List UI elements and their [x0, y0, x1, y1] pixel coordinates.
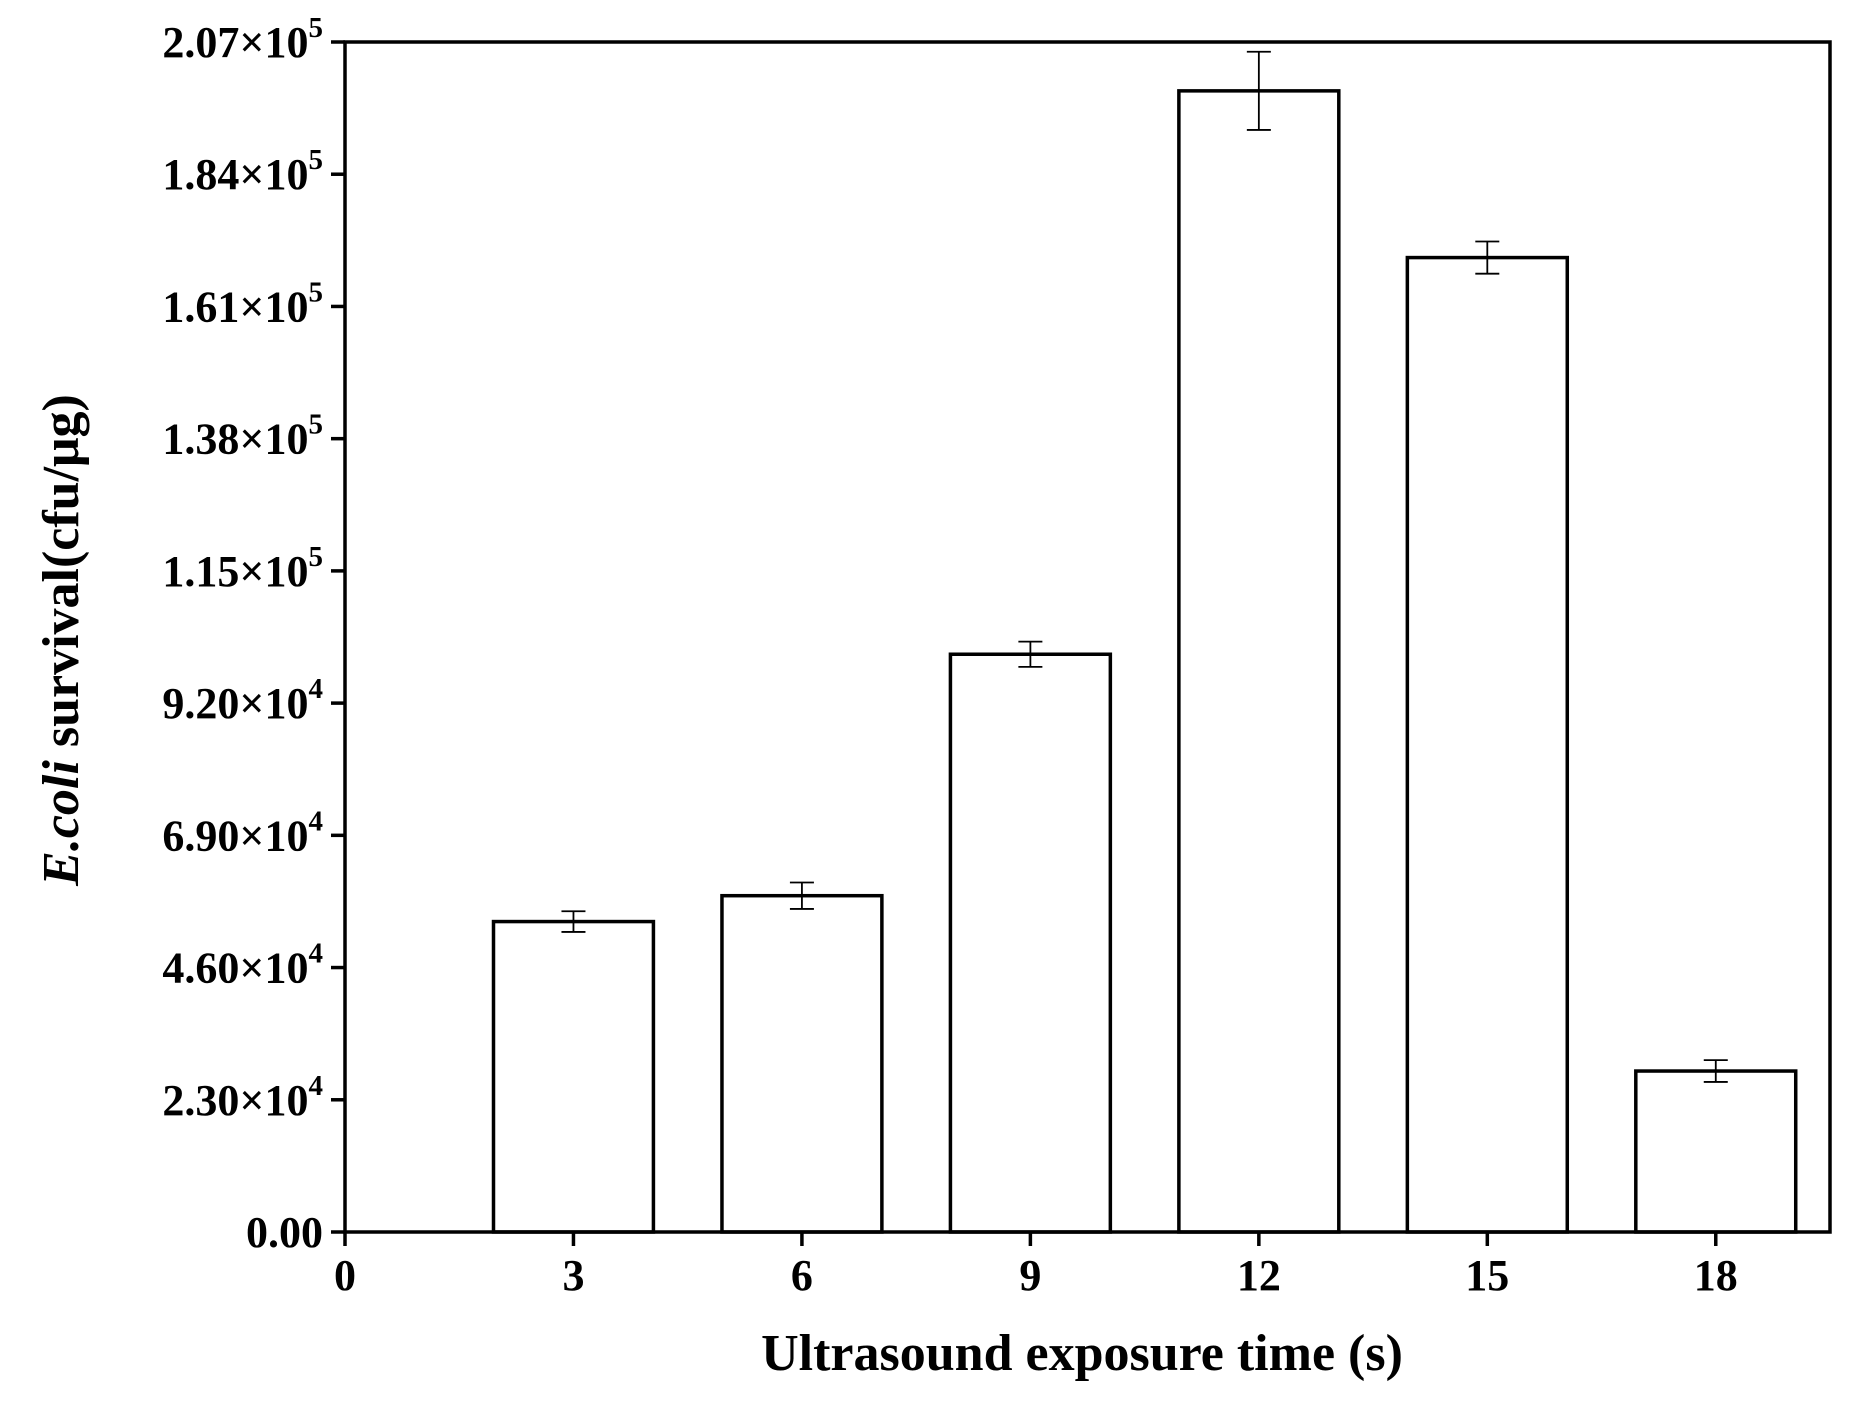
error-bar-18: [1703, 1059, 1728, 1083]
bar-15: [1405, 255, 1570, 1234]
x-tick-label: 18: [1694, 1251, 1738, 1300]
error-bar-12: [1246, 50, 1271, 131]
x-axis: 0 3 6 9 12 15 18: [334, 1232, 1738, 1300]
y-tick-label: 6.90×104: [162, 805, 323, 860]
error-bar-6: [789, 881, 814, 910]
x-tick-label: 9: [1019, 1251, 1041, 1300]
y-tick-label: 2.30×104: [162, 1070, 323, 1125]
bar-12: [1177, 89, 1341, 1234]
y-tick-label: 2.07×105: [162, 12, 323, 67]
bar-6: [720, 893, 884, 1234]
y-tick-label: 1.61×105: [162, 276, 323, 331]
x-tick-label: 0: [334, 1251, 356, 1300]
error-bar-9: [1018, 640, 1043, 668]
y-axis-title-rest: survival(cfu/μg): [33, 394, 90, 760]
y-tick-label: 4.60×104: [162, 938, 323, 993]
y-axis: 0.00 2.30×104 4.60×104 6.90×104 9.20×104 1.15…: [162, 12, 345, 1257]
bar-3: [491, 919, 656, 1234]
x-tick-label: 3: [562, 1251, 584, 1300]
plot-area: [343, 40, 1832, 1234]
x-tick-label: 15: [1465, 1251, 1509, 1300]
plot-frame: [343, 40, 1832, 1234]
x-tick-label: 6: [791, 1251, 813, 1300]
bar-9: [948, 652, 1113, 1234]
error-bar-3: [561, 910, 586, 933]
x-tick-label: 12: [1237, 1251, 1281, 1300]
y-axis-title: E.coli survival(cfu/μg): [33, 394, 90, 887]
y-tick-label: 1.38×105: [162, 409, 323, 464]
bar-18: [1634, 1069, 1798, 1234]
y-axis-title-species: E.coli: [33, 760, 90, 887]
y-tick-label: 1.15×105: [162, 541, 323, 596]
y-tick-label: 1.84×105: [162, 144, 323, 199]
y-tick-label: 0.00: [246, 1208, 323, 1257]
error-bar-15: [1475, 240, 1500, 275]
x-axis-title: Ultrasound exposure time (s): [761, 1325, 1403, 1382]
y-tick-label: 9.20×104: [162, 673, 323, 728]
